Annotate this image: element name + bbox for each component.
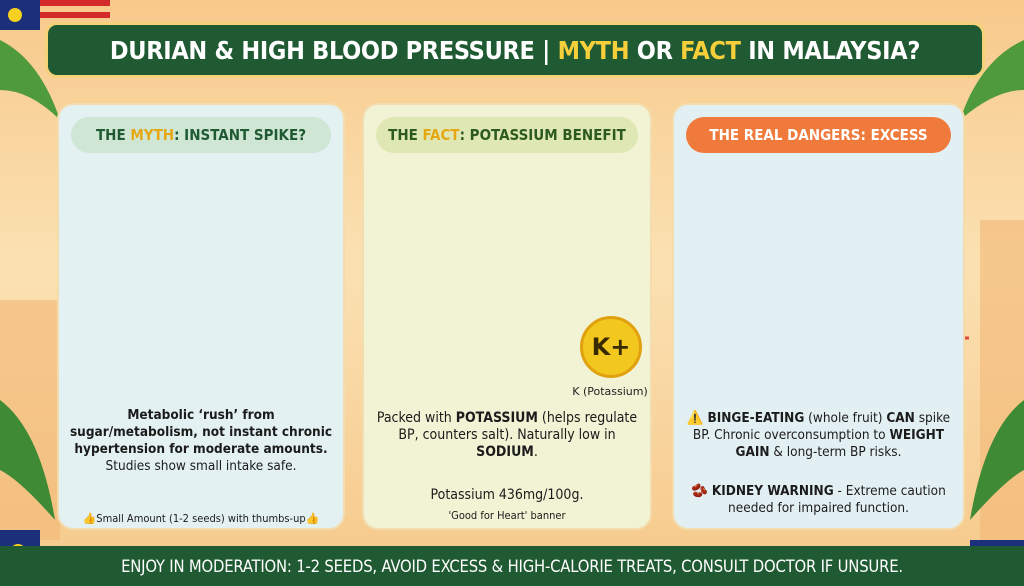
badge-label: K (Potassium) bbox=[572, 385, 648, 398]
heading-text: THE bbox=[95, 126, 131, 144]
panel-warning: 🫘 KIDNEY WARNING - Extreme caution neede… bbox=[691, 483, 946, 516]
heading-text: THE bbox=[388, 126, 423, 144]
title-text: IN MALAYSIA? bbox=[740, 35, 921, 65]
body-bold: SODIUM bbox=[476, 444, 534, 460]
panel-heading: THE MYTH: INSTANT SPIKE? bbox=[71, 117, 331, 153]
body-bold: POTASSIUM bbox=[455, 410, 538, 426]
heading-highlight: MYTH bbox=[130, 126, 175, 144]
warning-bold: KIDNEY WARNING bbox=[711, 483, 834, 499]
body-text: Packed with bbox=[376, 410, 456, 426]
body-text: Metabolic ‘rush’ from sugar/metabolism, … bbox=[69, 407, 333, 457]
potassium-badge: K+ bbox=[580, 316, 642, 378]
body-text: & long-term BP risks. bbox=[769, 444, 902, 460]
flag bbox=[0, 0, 110, 30]
warning-text: - Extreme caution needed for impaired fu… bbox=[728, 483, 946, 516]
dangers-panel: THE REAL DANGERS: EXCESS ⚠️ BINGE-EATING… bbox=[672, 103, 965, 530]
body-text: (helps regulate BP, counters salt). Natu… bbox=[398, 410, 638, 443]
body-text: . bbox=[533, 444, 538, 460]
body-bold: WEIGHT GAIN bbox=[735, 427, 945, 460]
heading-text: THE REAL DANGERS: EXCESS bbox=[709, 126, 928, 144]
body-text: Studies show small intake safe. bbox=[105, 458, 297, 474]
heading-text: : POTASSIUM BENEFIT bbox=[459, 126, 626, 144]
myth-panel: THE MYTH: INSTANT SPIKE? Metabolic ‘rush… bbox=[57, 103, 345, 530]
leaf bbox=[970, 400, 1024, 520]
footer-bar: ENJOY IN MODERATION: 1-2 SEEDS, AVOID EX… bbox=[0, 546, 1024, 586]
leaf bbox=[0, 400, 55, 520]
panel-body: Metabolic ‘rush’ from sugar/metabolism, … bbox=[69, 407, 333, 475]
panel-body: Packed with POTASSIUM (helps regulate BP… bbox=[374, 410, 640, 461]
palm-leaf bbox=[960, 40, 1024, 120]
title-text: DURIAN & HIGH BLOOD PRESSURE | bbox=[109, 35, 558, 65]
note-text: Small Amount (1-2 seeds) with thumbs-up bbox=[96, 512, 306, 525]
panel-fact: Potassium 436mg/100g. bbox=[430, 487, 584, 503]
title-highlight: MYTH bbox=[557, 35, 630, 65]
panel-body: ⚠️ BINGE-EATING (whole fruit) CAN spike … bbox=[686, 410, 951, 460]
body-bold: BINGE-EATING bbox=[707, 410, 805, 426]
title-highlight: FACT bbox=[680, 35, 741, 65]
panel-note: 👍Small Amount (1-2 seeds) with thumbs-up… bbox=[82, 512, 320, 525]
body-text: spike BP. Chronic overconsumption to bbox=[692, 410, 951, 443]
palm-leaf bbox=[0, 40, 60, 120]
body-bold: CAN bbox=[886, 410, 915, 426]
panel-note: 'Good for Heart' banner bbox=[448, 509, 566, 522]
heading-highlight: FACT bbox=[422, 126, 460, 144]
footer-text: ENJOY IN MODERATION: 1-2 SEEDS, AVOID EX… bbox=[121, 556, 903, 576]
body-text: (whole fruit) bbox=[804, 410, 887, 426]
panel-heading: THE FACT: POTASSIUM BENEFIT bbox=[376, 117, 638, 153]
panel-heading: THE REAL DANGERS: EXCESS bbox=[686, 117, 951, 153]
heading-text: : INSTANT SPIKE? bbox=[174, 126, 307, 144]
title-banner: DURIAN & HIGH BLOOD PRESSURE | MYTH OR F… bbox=[45, 22, 985, 78]
title-text: OR bbox=[629, 35, 681, 65]
